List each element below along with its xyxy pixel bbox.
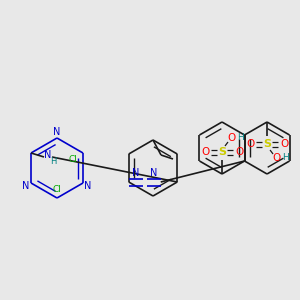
Text: S: S [263,139,271,149]
Text: N: N [44,150,52,160]
Text: O: O [272,153,280,163]
Text: O: O [227,133,235,143]
Text: Cl: Cl [52,185,62,194]
Text: N: N [22,181,29,191]
Text: N: N [53,127,61,137]
Text: O: O [246,139,254,149]
Text: S: S [218,147,226,157]
Text: H: H [50,158,56,166]
Text: H: H [282,154,288,163]
Text: N: N [85,181,92,191]
Text: Cl: Cl [68,154,77,164]
Text: H: H [237,134,243,142]
Text: O: O [235,147,243,157]
Text: N: N [150,168,158,178]
Text: O: O [201,147,209,157]
Text: N: N [132,168,140,178]
Text: O: O [280,139,288,149]
